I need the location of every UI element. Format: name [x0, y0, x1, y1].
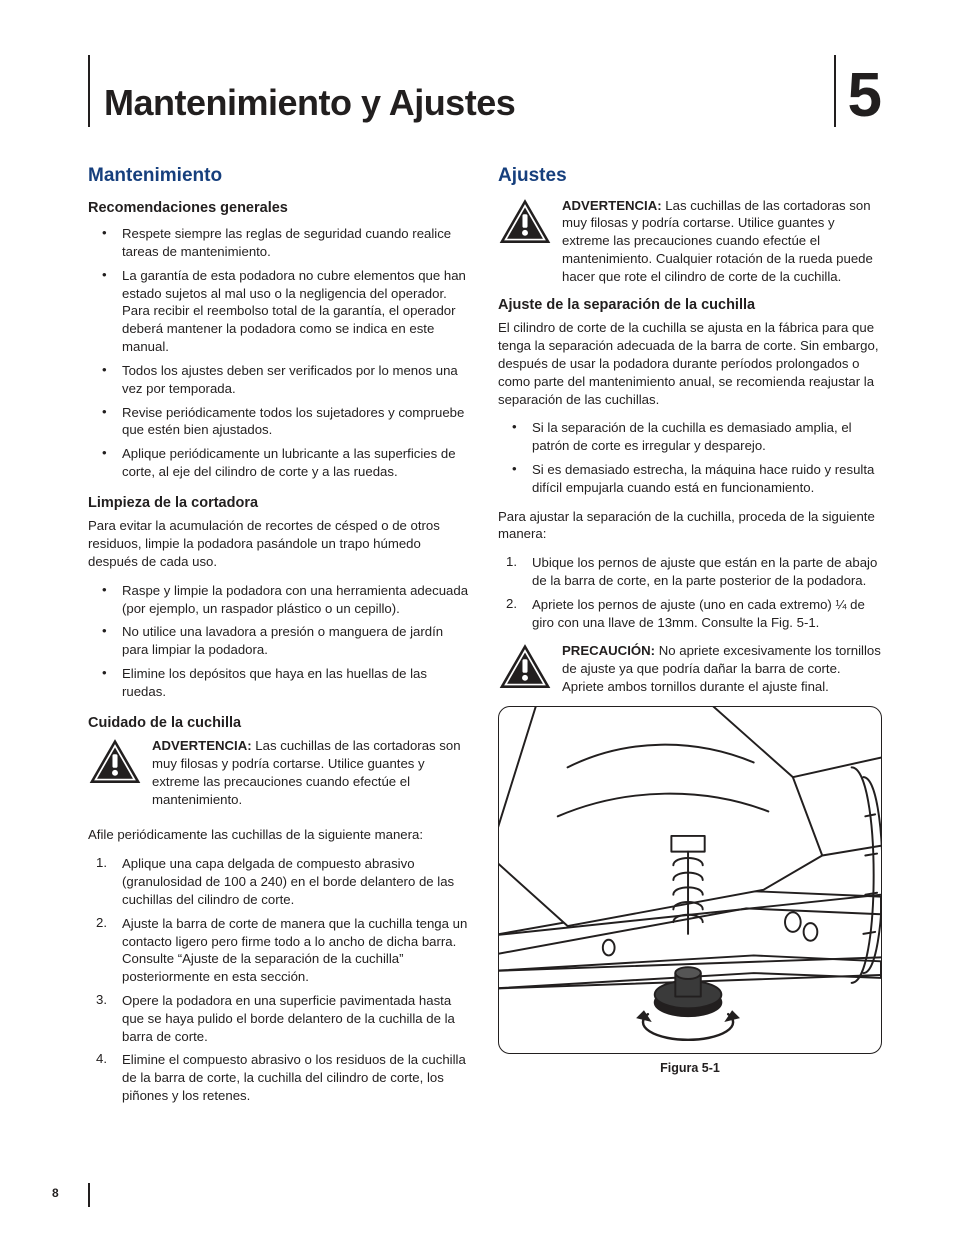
- warning-block: ADVERTENCIA: Las cuchillas de las cortad…: [498, 197, 882, 286]
- list-item: Revise periódicamente todos los sujetado…: [88, 401, 472, 443]
- list-item: Aplique periódicamente un lubricante a l…: [88, 442, 472, 484]
- figure-caption: Figura 5-1: [498, 1060, 882, 1077]
- list-item: Opere la podadora en una superficie pavi…: [88, 989, 472, 1048]
- list-item: Ajuste la barra de corte de manera que l…: [88, 912, 472, 989]
- list-limpieza: Raspe y limpie la podadora con una herra…: [88, 579, 472, 704]
- section-mantenimiento: Mantenimiento: [88, 163, 472, 189]
- list-adjust-steps: Ubique los pernos de ajuste que están en…: [498, 551, 882, 634]
- heading-limpieza: Limpieza de la cortadora: [88, 494, 472, 514]
- divider: [834, 55, 836, 127]
- paragraph: Para evitar la acumulación de recortes d…: [88, 517, 472, 570]
- figure-illustration: [499, 707, 881, 1053]
- left-column: Mantenimiento Recomendaciones generales …: [88, 163, 472, 1116]
- warning-label: ADVERTENCIA:: [152, 738, 252, 753]
- heading-cuidado-cuchilla: Cuidado de la cuchilla: [88, 714, 472, 734]
- list-item: No utilice una lavadora a presión o mang…: [88, 620, 472, 662]
- chapter-title: Mantenimiento y Ajustes: [104, 85, 515, 127]
- paragraph: Afile periódicamente las cuchillas de la…: [88, 826, 472, 844]
- warning-icon: [498, 642, 552, 690]
- list-item: Si la separación de la cuchilla es demas…: [498, 416, 882, 458]
- warning-label: ADVERTENCIA:: [562, 198, 662, 213]
- list-separacion: Si la separación de la cuchilla es demas…: [498, 416, 882, 499]
- warning-text: ADVERTENCIA: Las cuchillas de las cortad…: [152, 737, 472, 808]
- chapter-header: Mantenimiento y Ajustes 5: [88, 55, 882, 127]
- list-item: Ubique los pernos de ajuste que están en…: [498, 551, 882, 593]
- list-recomendaciones: Respete siempre las reglas de seguridad …: [88, 222, 472, 484]
- list-item: Apriete los pernos de ajuste (uno en cad…: [498, 593, 882, 635]
- paragraph: El cilindro de corte de la cuchilla se a…: [498, 319, 882, 408]
- chapter-number-block: 5: [834, 55, 882, 127]
- list-item: Todos los ajustes deben ser verificados …: [88, 359, 472, 401]
- caution-text: PRECAUCIÓN: No apriete excesivamente los…: [562, 642, 882, 695]
- list-item: Si es demasiado estrecha, la máquina hac…: [498, 458, 882, 500]
- warning-icon: [88, 737, 142, 785]
- figure-5-1: [498, 706, 882, 1054]
- page-number-rule: [88, 1183, 90, 1207]
- paragraph: Para ajustar la separación de la cuchill…: [498, 508, 882, 544]
- warning-icon: [498, 197, 552, 245]
- list-item: Raspe y limpie la podadora con una herra…: [88, 579, 472, 621]
- list-item: La garantía de esta podadora no cubre el…: [88, 264, 472, 359]
- list-item: Respete siempre las reglas de seguridad …: [88, 222, 472, 264]
- warning-text: ADVERTENCIA: Las cuchillas de las cortad…: [562, 197, 882, 286]
- section-ajustes: Ajustes: [498, 163, 882, 189]
- right-column: Ajustes ADVERTENCIA: Las cuchillas de la…: [498, 163, 882, 1116]
- list-item: Elimine el compuesto abrasivo o los resi…: [88, 1048, 472, 1107]
- caution-label: PRECAUCIÓN:: [562, 643, 655, 658]
- heading-recomendaciones: Recomendaciones generales: [88, 199, 472, 219]
- page-number: 8: [52, 1185, 59, 1201]
- warning-block: ADVERTENCIA: Las cuchillas de las cortad…: [88, 737, 472, 808]
- list-blade-steps: Aplique una capa delgada de compuesto ab…: [88, 852, 472, 1108]
- list-item: Aplique una capa delgada de compuesto ab…: [88, 852, 472, 911]
- chapter-number: 5: [848, 65, 882, 127]
- list-item: Elimine los depósitos que haya en las hu…: [88, 662, 472, 704]
- caution-block: PRECAUCIÓN: No apriete excesivamente los…: [498, 642, 882, 695]
- heading-ajuste-separacion: Ajuste de la separación de la cuchilla: [498, 296, 882, 316]
